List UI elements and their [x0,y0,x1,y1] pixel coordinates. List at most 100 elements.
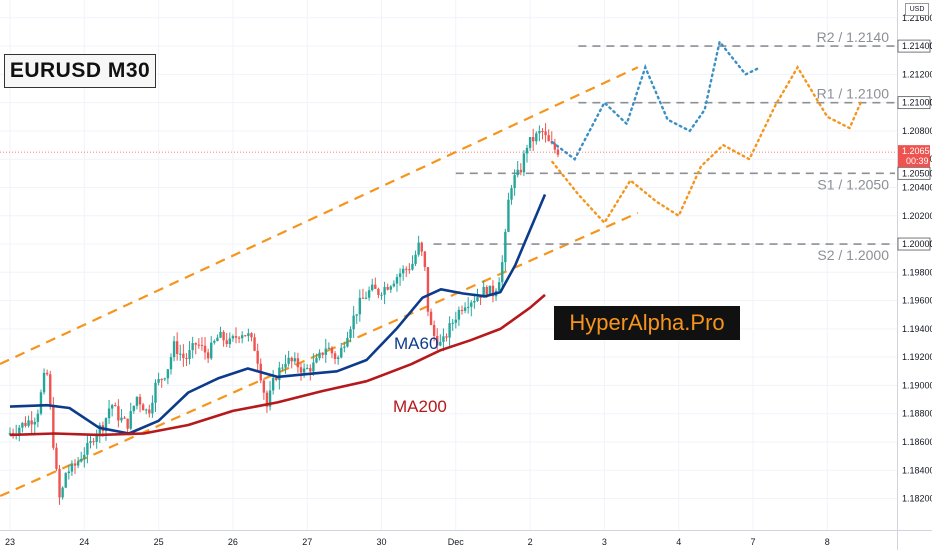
candle-body [55,447,58,469]
candle-body [104,418,108,432]
candle-body [11,432,15,434]
candle-body [120,417,123,421]
candle-body [470,302,473,307]
candle-body [525,147,529,154]
candle-body [98,425,101,434]
candle-body [432,324,436,336]
candle-body [39,392,43,414]
level-axis-tag-label: 1.21400 [902,41,932,51]
candle-body [479,297,482,299]
candle-body [49,374,52,407]
x-tick-label: 2 [528,537,533,547]
channel-upper-line [0,66,639,366]
candle-body [151,402,154,414]
candle-body [466,306,470,308]
candle-body [76,461,80,466]
moving-averages [9,193,547,437]
y-tick-label: 1.21600 [902,13,932,23]
candlestick-series [8,123,560,505]
candle-body [179,353,182,355]
y-tick-label: 1.19800 [902,267,932,277]
candle-body [135,396,139,406]
candle-body [83,454,86,460]
candle-body [185,358,188,360]
brand-watermark: HyperAlpha.Pro [554,306,740,340]
candle-body [117,406,120,421]
projection-bullish [551,39,762,162]
candle-body [439,341,442,346]
candle-body [182,353,185,359]
currency-label[interactable]: USD [905,3,929,16]
candle-body [160,379,163,381]
candle-body [89,441,92,443]
candle-body [485,286,488,296]
level-axis-tag-label: 1.20000 [902,239,932,249]
candle-body [30,420,33,425]
candle-body [129,411,132,429]
candle-body [389,286,392,290]
candle-body [420,242,423,252]
candle-body [507,199,510,232]
candle-body [535,133,538,142]
ma200-label: MA200 [393,397,447,416]
ma200-line [9,293,546,437]
y-tick-label: 1.19200 [902,352,932,362]
level-axis-tag [897,237,931,251]
candle-body [268,390,272,407]
candle-body [169,357,173,370]
candle-body [36,413,40,422]
symbol-title: EURUSD M30 [4,54,156,88]
y-axis: 1.21600 1.21400 1.21200 1.21000 1.20800 1.206… [897,13,932,504]
candle-body [401,268,405,274]
candle-body [247,333,250,337]
candle-body [73,463,77,466]
y-tick-label: 1.21200 [902,69,932,79]
support-resistance-levels: R2 / 1.2140 R1 / 1.2100 S1 / 1.2050 S2 / 1.… [0,29,897,263]
candle-body [61,487,64,498]
candle-body [321,352,324,355]
level-label: R1 / 1.2100 [817,86,890,102]
candle-body [154,382,157,403]
candle-body [340,347,343,358]
candle-body [18,427,21,434]
x-tick-label: 26 [228,537,238,547]
candle-body [191,343,194,351]
candle-body [231,336,235,339]
candle-body [346,337,349,347]
y-tick-label: 1.19000 [902,380,932,390]
candle-body [33,421,36,425]
candle-body [312,362,315,372]
candle-body [64,473,67,488]
candle-body [383,287,386,295]
candle-body [327,347,331,349]
candle-body [172,341,176,358]
candle-body [538,130,541,134]
candle-body [318,352,321,359]
candle-body [352,315,355,330]
candle-body [216,337,219,342]
y-tick-label: 1.18400 [902,465,932,475]
candle-body [504,231,507,263]
candle-body [330,347,334,354]
y-tick-label: 1.20800 [902,126,932,136]
candle-body [398,273,402,278]
candle-body [95,433,98,442]
candle-body [358,297,362,315]
y-tick-label: 1.19600 [902,296,932,306]
candle-body [405,268,408,270]
level-axis-tag [897,39,931,53]
x-axis: 23 24 25 26 27 30 Dec 2 3 4 7 8 [5,537,830,547]
candle-body [275,378,278,380]
candle-body [58,468,61,498]
candle-body [457,309,461,320]
candle-body [281,367,284,369]
candle-body [476,297,479,302]
y-tick-label: 1.20200 [902,211,932,221]
candle-body [52,406,55,448]
candle-body [510,188,513,200]
candle-body [265,392,269,407]
candle-body [290,357,293,362]
candle-body [80,459,83,462]
candle-body [157,379,160,383]
